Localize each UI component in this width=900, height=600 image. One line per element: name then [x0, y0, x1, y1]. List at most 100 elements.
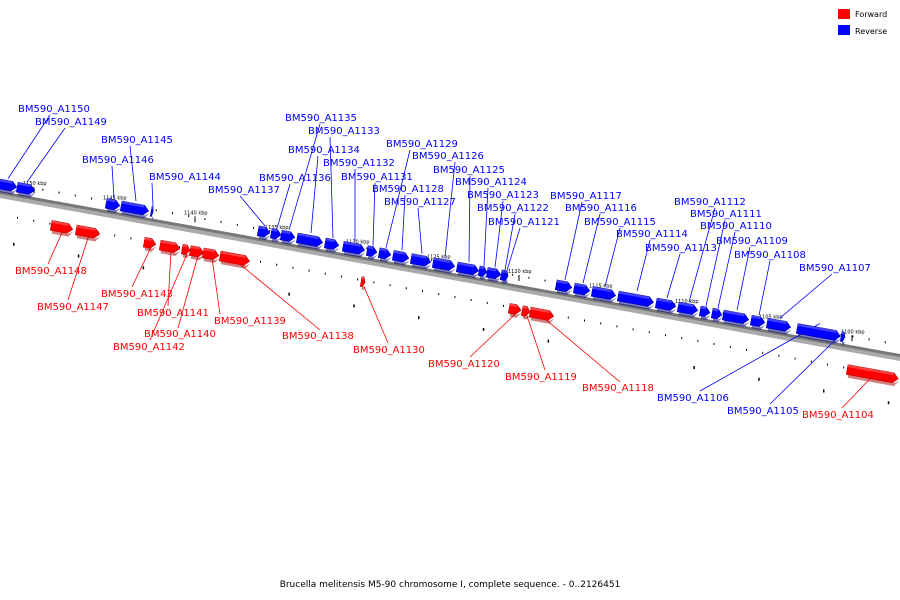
gene-label-bm590_a1149[interactable]: BM590_A1149: [35, 117, 107, 128]
gene-label-bm590_a1125[interactable]: BM590_A1125: [433, 165, 505, 176]
gene-label-bm590_a1131[interactable]: BM590_A1131: [341, 172, 413, 183]
gene-label-bm590_a1128[interactable]: BM590_A1128: [372, 184, 444, 195]
gene-arrow[interactable]: [188, 245, 206, 261]
gene-arrow[interactable]: [455, 261, 481, 279]
gene-arrow[interactable]: [654, 297, 678, 315]
gene-arrow[interactable]: [180, 243, 192, 259]
gene-arrow[interactable]: [149, 206, 155, 220]
gene-arrow[interactable]: [765, 317, 793, 335]
gene-arrow[interactable]: [554, 279, 574, 296]
gene-arrow[interactable]: [158, 239, 182, 257]
gene-arrow[interactable]: [431, 257, 457, 275]
gene-arrow[interactable]: [409, 253, 433, 271]
gene-label-bm590_a1124[interactable]: BM590_A1124: [455, 177, 527, 188]
gene-arrow[interactable]: [710, 307, 724, 323]
gene-arrow[interactable]: [502, 270, 510, 285]
gene-label-bm590_a1140[interactable]: BM590_A1140: [144, 329, 216, 340]
gene-label-bm590_a1138[interactable]: BM590_A1138: [282, 331, 354, 342]
gene-label-bm590_a1108[interactable]: BM590_A1108: [734, 250, 806, 261]
gene-arrow[interactable]: [391, 250, 411, 266]
leader-line: [26, 127, 66, 183]
gene-label-bm590_a1126[interactable]: BM590_A1126: [412, 151, 484, 162]
gene-arrow[interactable]: [616, 290, 656, 310]
minor-dot: [260, 260, 261, 263]
minor-dot: [762, 351, 764, 354]
gene-label-bm590_a1133[interactable]: BM590_A1133: [308, 126, 380, 137]
gene-arrow[interactable]: [845, 364, 900, 387]
gene-arrow[interactable]: [341, 241, 367, 258]
gene-label-bm590_a1146[interactable]: BM590_A1146: [82, 155, 154, 166]
gene-label-bm590_a1135[interactable]: BM590_A1135: [285, 113, 357, 124]
gene-arrow[interactable]: [0, 178, 19, 196]
gene-label-bm590_a1114[interactable]: BM590_A1114: [616, 229, 688, 240]
gene-arrow[interactable]: [15, 181, 37, 198]
gene-arrow[interactable]: [507, 303, 523, 318]
gene-label-bm590_a1112[interactable]: BM590_A1112: [674, 197, 746, 208]
gene-label-bm590_a1118[interactable]: BM590_A1118: [582, 383, 654, 394]
gene-arrow[interactable]: [749, 314, 767, 330]
gene-label-bm590_a1148[interactable]: BM590_A1148: [15, 266, 87, 277]
gene-label-bm590_a1147[interactable]: BM590_A1147: [37, 302, 109, 313]
gene-arrow[interactable]: [590, 286, 618, 303]
gene-label-bm590_a1150[interactable]: BM590_A1150: [18, 104, 90, 115]
gene-label-bm590_a1127[interactable]: BM590_A1127: [384, 197, 456, 208]
gene-label-bm590_a1120[interactable]: BM590_A1120: [428, 359, 500, 370]
gene-label-bm590_a1123[interactable]: BM590_A1123: [467, 190, 539, 201]
gene-label-bm590_a1111[interactable]: BM590_A1111: [690, 209, 762, 220]
gene-arrow[interactable]: [365, 245, 379, 261]
gene-arrow[interactable]: [49, 220, 75, 237]
gene-label-bm590_a1107[interactable]: BM590_A1107: [799, 263, 871, 274]
gene-arrow[interactable]: [119, 200, 151, 219]
gene-label-bm590_a1119[interactable]: BM590_A1119: [505, 372, 577, 383]
gene-label-bm590_a1143[interactable]: BM590_A1143: [101, 289, 173, 300]
gene-arrow[interactable]: [485, 267, 503, 283]
gene-label-bm590_a1110[interactable]: BM590_A1110: [700, 221, 772, 232]
gene-arrow[interactable]: [359, 276, 367, 291]
gene-arrow[interactable]: [676, 301, 700, 319]
gene-arrow[interactable]: [104, 198, 122, 214]
minor-dot: [91, 197, 92, 200]
gene-label-bm590_a1113[interactable]: BM590_A1113: [645, 243, 717, 254]
minor-dot: [114, 234, 116, 237]
gene-arrow[interactable]: [279, 229, 297, 245]
gene-label-bm590_a1139[interactable]: BM590_A1139: [214, 316, 286, 327]
gene-arrow[interactable]: [295, 232, 325, 251]
gene-label-bm590_a1121[interactable]: BM590_A1121: [488, 217, 560, 228]
gene-label-bm590_a1136[interactable]: BM590_A1136: [259, 173, 331, 184]
gene-arrow[interactable]: [323, 237, 341, 253]
gene-arrow[interactable]: [269, 227, 283, 243]
gene-arrow[interactable]: [74, 224, 102, 242]
gene-label-bm590_a1130[interactable]: BM590_A1130: [353, 345, 425, 356]
gene-arrow[interactable]: [218, 250, 252, 269]
gene-label-bm590_a1106[interactable]: BM590_A1106: [657, 393, 729, 404]
gene-label-bm590_a1142[interactable]: BM590_A1142: [113, 342, 185, 353]
gene-label-bm590_a1144[interactable]: BM590_A1144: [149, 172, 221, 183]
gene-label-bm590_a1137[interactable]: BM590_A1137: [208, 185, 280, 196]
gene-label-bm590_a1129[interactable]: BM590_A1129: [386, 139, 458, 150]
gene-arrow[interactable]: [698, 305, 712, 321]
leader-line: [329, 136, 334, 239]
minor-dot: [341, 275, 342, 278]
gene-label-bm590_a1141[interactable]: BM590_A1141: [137, 308, 209, 319]
gene-arrow[interactable]: [477, 265, 489, 280]
gene-label-bm590_a1105[interactable]: BM590_A1105: [727, 406, 799, 417]
gene-arrow[interactable]: [201, 247, 221, 264]
gene-label-bm590_a1134[interactable]: BM590_A1134: [288, 145, 360, 156]
gene-arrow[interactable]: [721, 309, 751, 328]
gene-label-bm590_a1109[interactable]: BM590_A1109: [716, 236, 788, 247]
gene-arrow[interactable]: [142, 236, 158, 252]
gene-label-bm590_a1115[interactable]: BM590_A1115: [584, 217, 656, 228]
gene-label-bm590_a1104[interactable]: BM590_A1104: [802, 410, 874, 421]
gene-arrow[interactable]: [528, 306, 556, 324]
gene-arrow[interactable]: [839, 331, 847, 346]
gene-arrow[interactable]: [520, 305, 532, 320]
gene-label-bm590_a1117[interactable]: BM590_A1117: [550, 191, 622, 202]
gene-arrow[interactable]: [795, 323, 843, 345]
gene-label-bm590_a1116[interactable]: BM590_A1116: [565, 203, 637, 214]
gene-label-bm590_a1145[interactable]: BM590_A1145: [101, 135, 173, 146]
gene-arrow[interactable]: [377, 247, 393, 263]
gene-arrow[interactable]: [256, 225, 272, 241]
gene-arrow[interactable]: [572, 282, 592, 299]
gene-label-bm590_a1132[interactable]: BM590_A1132: [323, 158, 395, 169]
gene-label-bm590_a1122[interactable]: BM590_A1122: [477, 203, 549, 214]
